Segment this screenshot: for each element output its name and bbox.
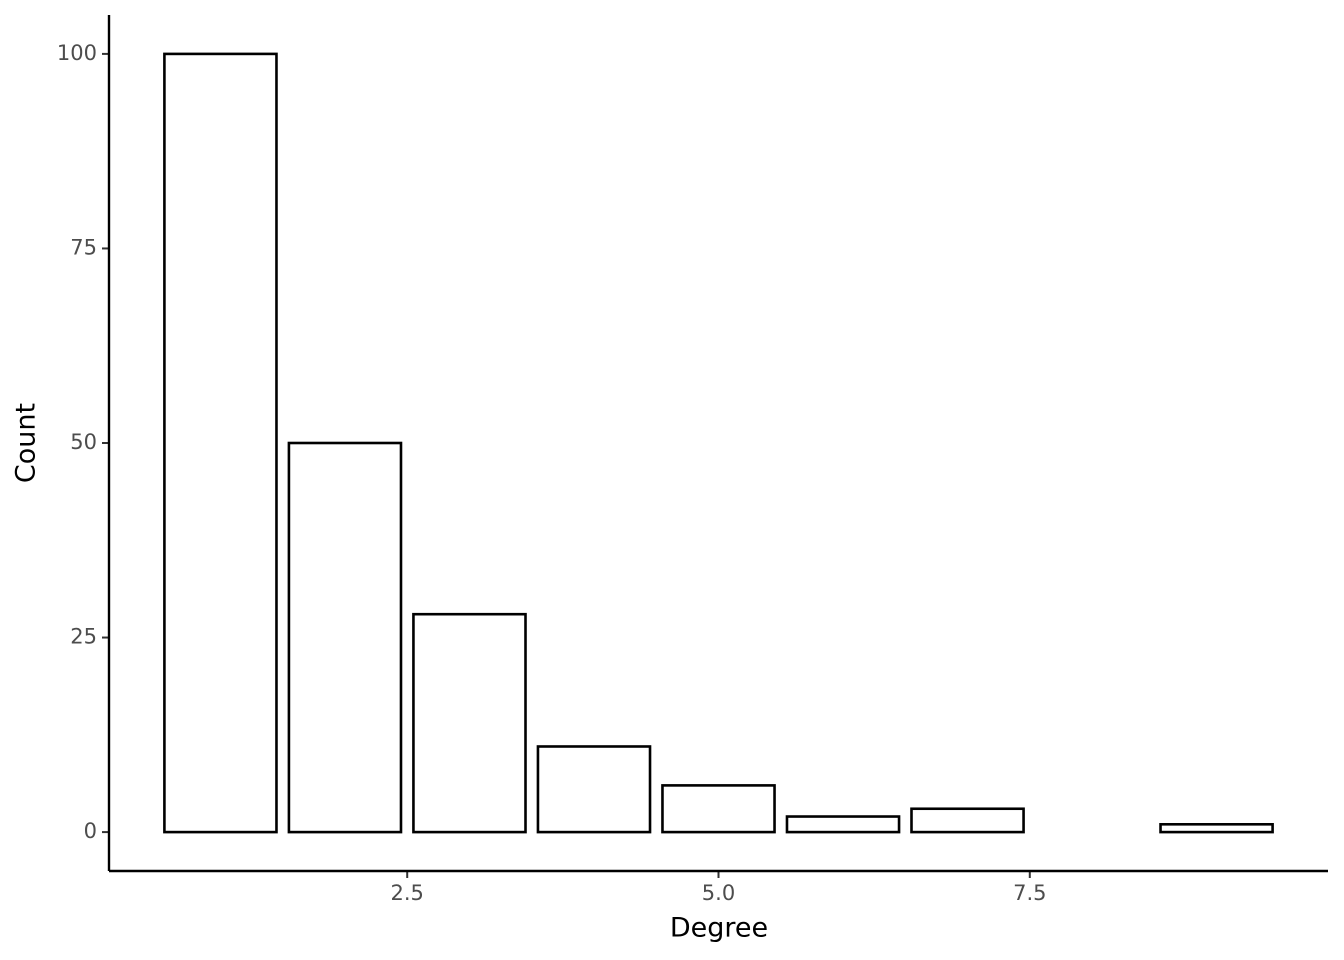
bar — [1159, 823, 1274, 834]
y-tick-label: 50 — [70, 430, 97, 454]
y-axis-title: Count — [11, 403, 42, 483]
y-tick-label: 0 — [84, 819, 97, 843]
y-tick-label: 25 — [70, 625, 97, 649]
bar — [412, 612, 527, 834]
bar — [163, 52, 278, 834]
bar — [910, 807, 1025, 834]
bar — [661, 784, 776, 834]
x-tick-label: 7.5 — [1013, 881, 1046, 905]
bar — [287, 441, 403, 834]
y-tick-label: 75 — [70, 235, 97, 259]
x-axis-title: Degree — [670, 913, 768, 944]
y-tick-label: 100 — [57, 41, 97, 65]
x-tick-label: 5.0 — [702, 881, 735, 905]
bar — [536, 745, 652, 834]
x-tick-label: 2.5 — [391, 881, 424, 905]
bar — [785, 815, 901, 834]
